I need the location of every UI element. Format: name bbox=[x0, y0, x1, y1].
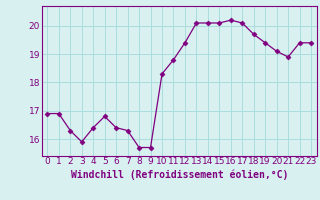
X-axis label: Windchill (Refroidissement éolien,°C): Windchill (Refroidissement éolien,°C) bbox=[70, 169, 288, 180]
